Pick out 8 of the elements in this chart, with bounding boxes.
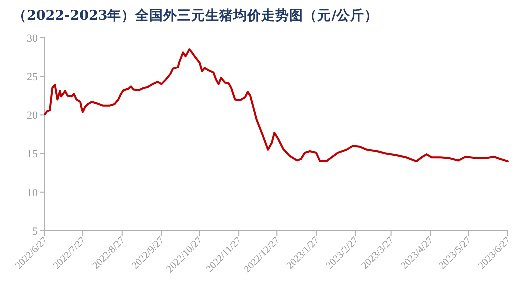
y-tick-label: 5	[32, 226, 38, 238]
y-tick-label: 25	[27, 71, 38, 84]
y-tick-label: 15	[27, 148, 38, 161]
y-tick-label: 10	[27, 187, 38, 200]
y-tick-label: 20	[27, 110, 38, 122]
chart-title: （2022-2023年）全国外三元生猪均价走势图（元/公斤）	[13, 7, 379, 24]
y-tick-label: 30	[27, 32, 38, 45]
line-series	[44, 48, 509, 163]
